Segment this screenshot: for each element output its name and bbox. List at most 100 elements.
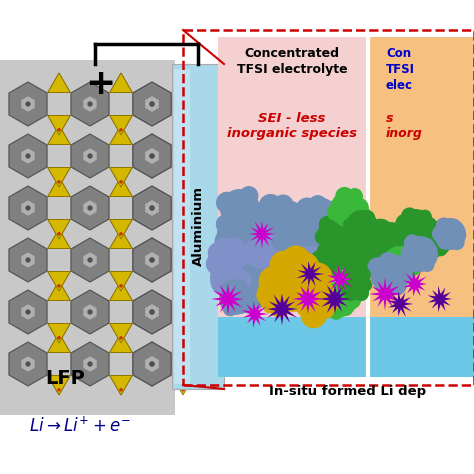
Text: s
inorg: s inorg bbox=[386, 112, 423, 140]
Circle shape bbox=[343, 209, 364, 230]
Polygon shape bbox=[48, 177, 70, 197]
Circle shape bbox=[119, 284, 123, 287]
Circle shape bbox=[417, 221, 453, 257]
Polygon shape bbox=[146, 148, 159, 164]
Circle shape bbox=[415, 216, 438, 239]
Polygon shape bbox=[146, 304, 159, 319]
Circle shape bbox=[335, 187, 354, 205]
Circle shape bbox=[308, 195, 328, 214]
Circle shape bbox=[323, 235, 340, 251]
Circle shape bbox=[336, 256, 350, 270]
Circle shape bbox=[370, 254, 410, 294]
Polygon shape bbox=[110, 323, 132, 343]
Polygon shape bbox=[9, 186, 47, 230]
Circle shape bbox=[291, 282, 316, 306]
Text: Con
TFSI
elec: Con TFSI elec bbox=[386, 47, 415, 92]
Circle shape bbox=[293, 277, 337, 321]
Polygon shape bbox=[110, 229, 132, 248]
Circle shape bbox=[436, 218, 451, 233]
Polygon shape bbox=[369, 277, 402, 311]
Circle shape bbox=[353, 208, 373, 228]
Polygon shape bbox=[48, 281, 70, 301]
Polygon shape bbox=[172, 116, 194, 135]
Circle shape bbox=[343, 218, 356, 231]
Circle shape bbox=[310, 249, 325, 264]
Circle shape bbox=[26, 101, 31, 107]
Circle shape bbox=[350, 234, 374, 257]
Circle shape bbox=[182, 180, 184, 183]
Circle shape bbox=[219, 292, 233, 306]
Circle shape bbox=[254, 269, 273, 288]
Polygon shape bbox=[146, 201, 159, 216]
Circle shape bbox=[353, 219, 373, 238]
Circle shape bbox=[320, 234, 344, 258]
Circle shape bbox=[313, 218, 332, 237]
Polygon shape bbox=[48, 73, 70, 92]
Circle shape bbox=[404, 234, 421, 252]
Polygon shape bbox=[9, 82, 47, 126]
Polygon shape bbox=[110, 125, 132, 145]
Circle shape bbox=[255, 225, 275, 245]
Polygon shape bbox=[133, 134, 171, 178]
Circle shape bbox=[264, 260, 282, 277]
Circle shape bbox=[253, 204, 273, 224]
Circle shape bbox=[57, 180, 61, 183]
Bar bbox=[218, 317, 366, 377]
Polygon shape bbox=[403, 271, 427, 297]
Circle shape bbox=[411, 231, 432, 253]
Circle shape bbox=[211, 278, 224, 292]
Circle shape bbox=[270, 251, 299, 280]
Text: In-situ formed Li dep: In-situ formed Li dep bbox=[269, 385, 427, 398]
Circle shape bbox=[339, 302, 353, 316]
Circle shape bbox=[215, 228, 242, 255]
Circle shape bbox=[230, 212, 248, 230]
Polygon shape bbox=[48, 116, 70, 135]
Circle shape bbox=[353, 252, 374, 273]
Circle shape bbox=[292, 208, 314, 230]
Polygon shape bbox=[48, 219, 70, 239]
Circle shape bbox=[315, 299, 335, 319]
Circle shape bbox=[345, 290, 356, 301]
Circle shape bbox=[315, 228, 332, 245]
Polygon shape bbox=[133, 134, 171, 178]
Circle shape bbox=[57, 128, 61, 131]
Polygon shape bbox=[21, 304, 35, 319]
Circle shape bbox=[182, 128, 184, 131]
Circle shape bbox=[57, 180, 61, 183]
Circle shape bbox=[219, 232, 250, 263]
Polygon shape bbox=[292, 285, 323, 314]
Polygon shape bbox=[110, 375, 132, 395]
Circle shape bbox=[276, 215, 324, 263]
Polygon shape bbox=[110, 272, 132, 291]
Circle shape bbox=[321, 289, 335, 302]
Circle shape bbox=[230, 269, 252, 290]
Circle shape bbox=[218, 263, 231, 276]
Circle shape bbox=[339, 212, 360, 233]
Circle shape bbox=[253, 197, 303, 247]
Circle shape bbox=[328, 211, 350, 233]
Circle shape bbox=[338, 212, 354, 228]
Circle shape bbox=[57, 284, 61, 287]
Circle shape bbox=[417, 229, 433, 246]
Polygon shape bbox=[48, 116, 70, 135]
Circle shape bbox=[119, 388, 123, 392]
Circle shape bbox=[149, 101, 155, 107]
Polygon shape bbox=[110, 375, 132, 395]
Circle shape bbox=[266, 273, 297, 303]
Polygon shape bbox=[48, 229, 70, 248]
Circle shape bbox=[343, 258, 362, 277]
Bar bbox=[218, 37, 366, 377]
Circle shape bbox=[227, 259, 247, 279]
Circle shape bbox=[343, 269, 355, 281]
Circle shape bbox=[237, 290, 253, 305]
Polygon shape bbox=[110, 281, 132, 301]
Circle shape bbox=[355, 266, 371, 283]
Circle shape bbox=[367, 257, 387, 277]
Text: +: + bbox=[85, 67, 115, 101]
Polygon shape bbox=[48, 272, 70, 291]
Circle shape bbox=[251, 264, 270, 283]
Polygon shape bbox=[296, 261, 325, 287]
Circle shape bbox=[149, 310, 155, 315]
Circle shape bbox=[339, 268, 371, 300]
Circle shape bbox=[390, 246, 405, 261]
